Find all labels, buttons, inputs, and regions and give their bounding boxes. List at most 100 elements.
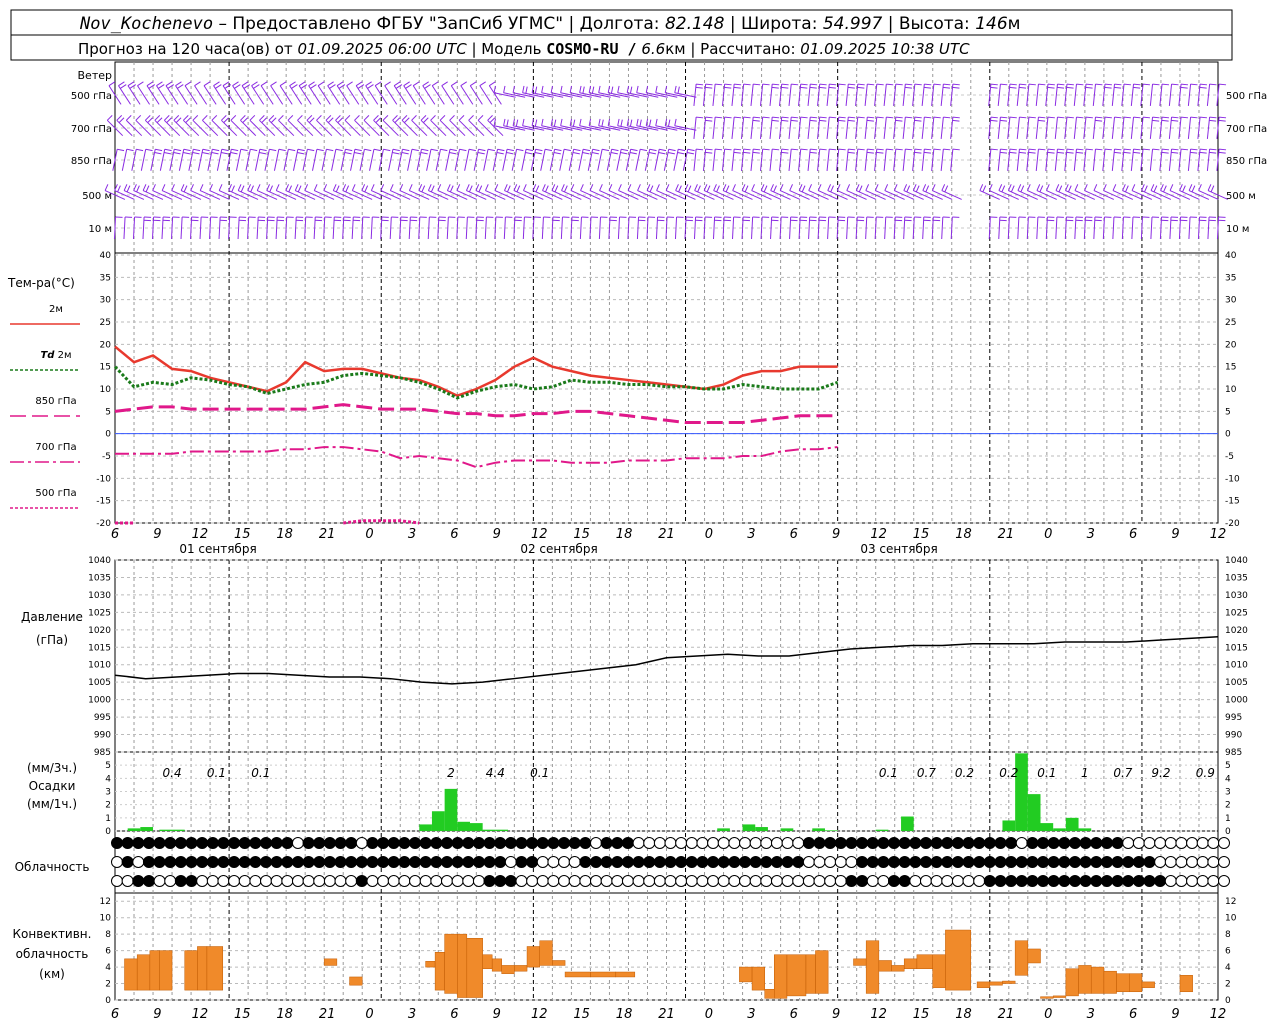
hour-label-bottom: 9: [832, 1007, 840, 1022]
wind-barb-feather: [609, 184, 612, 190]
cloud-cover-circle: [676, 857, 687, 868]
wind-barb-feather: [698, 186, 701, 192]
cloud-cover-circle: [1101, 838, 1112, 849]
cloud-cover-circle: [473, 876, 484, 887]
cloud-cover-symbol: [1112, 876, 1123, 887]
wind-barb-feather: [886, 117, 893, 118]
cloud-cover-symbol: [388, 876, 399, 887]
wind-barb: [685, 184, 705, 199]
wind-barb-feather: [1200, 152, 1207, 153]
cloud-cover-symbol: [516, 838, 527, 849]
cloud-cover-symbol: [282, 857, 293, 868]
cloud-cover-circle: [346, 857, 357, 868]
cloud-cover-circle: [1208, 876, 1219, 887]
convective-cloud-bar: [616, 972, 635, 977]
convective-cloud-bar: [197, 947, 207, 991]
cloud-cover-circle: [186, 838, 197, 849]
wind-barb-feather: [317, 149, 324, 150]
wind-barb-feather: [791, 117, 798, 118]
wind-barb-feather: [345, 149, 352, 150]
cloud-cover-circle: [548, 838, 559, 849]
wind-barb-feather: [628, 184, 631, 190]
hour-label-bottom: 21: [998, 1007, 1015, 1022]
convective-cloud-bar: [426, 961, 436, 967]
wind-barb: [352, 184, 372, 199]
wind-barb-feather: [431, 115, 436, 120]
wind-barb-feather: [162, 184, 165, 190]
wind-barb-feather: [1143, 149, 1150, 150]
cloud-cover-circle: [399, 876, 410, 887]
wind-barb-feather: [1219, 84, 1226, 85]
wind-barb-feather: [1199, 184, 1202, 190]
cloud-cover-circle: [740, 857, 751, 868]
wind-barb-feather: [412, 115, 417, 120]
precip-unit-3h: (мм/3ч.): [27, 761, 77, 775]
wind-barb-feather: [406, 85, 412, 89]
wind-barb-feather: [1105, 87, 1112, 88]
wind-barb-feather: [352, 184, 355, 190]
cloud-cover-symbol: [1197, 876, 1208, 887]
cloud-cover-circle: [1059, 857, 1070, 868]
wind-barb-feather: [1067, 149, 1074, 150]
cloud-cover-symbol: [963, 838, 974, 849]
wind-barb-feather: [896, 84, 903, 85]
hour-label: 3: [1087, 527, 1095, 542]
wind-barb-feather: [1048, 84, 1055, 85]
hour-label-bottom: 21: [319, 1007, 336, 1022]
wind-barb-feather: [829, 117, 836, 118]
wind-barb-feather: [523, 86, 524, 93]
wind-barb-feather: [385, 82, 391, 86]
wind-barb-feather: [1000, 84, 1007, 85]
wind-barb-feather: [1010, 87, 1017, 88]
wind-barb-feather: [533, 184, 536, 190]
wind-barb: [1104, 184, 1124, 199]
hour-label: 21: [658, 527, 675, 542]
wind-barb-staff: [828, 217, 829, 239]
wind-barb-feather: [781, 152, 788, 153]
wind-barb-feather: [717, 186, 720, 192]
wind-barb-feather: [244, 85, 250, 89]
cloud-cover-symbol: [505, 857, 516, 868]
wind-barb-feather: [271, 82, 277, 86]
wind-barb-feather: [432, 82, 438, 86]
cloud-cover-symbol: [175, 857, 186, 868]
cloud-cover-circle: [590, 857, 601, 868]
wind-barb-feather: [915, 149, 922, 150]
wind-barb: [438, 184, 458, 199]
wind-barb-feather: [1191, 117, 1198, 118]
pressure-title: Давление: [21, 610, 83, 624]
wind-barb-feather: [466, 184, 469, 190]
wind-barb-feather: [858, 149, 865, 150]
wind-barb-feather: [1114, 87, 1121, 88]
wind-barb-feather: [561, 86, 562, 93]
cloud-cover-circle: [846, 838, 857, 849]
wind-barb-feather: [288, 115, 293, 120]
cloud-cover-symbol: [644, 876, 655, 887]
wind-barb: [1056, 184, 1076, 199]
wind-barb-feather: [134, 184, 137, 190]
wind-barb-feather: [647, 184, 650, 190]
wind-barb-feather: [365, 186, 368, 192]
cloud-cover-circle: [505, 876, 516, 887]
cloud-cover-symbol: [622, 857, 633, 868]
wind-barb: [733, 184, 753, 199]
wind-barb-feather: [362, 184, 365, 190]
wind-barb-feather: [886, 149, 893, 150]
wind-barb-feather: [1010, 84, 1017, 85]
wind-barb-feather: [479, 149, 486, 150]
wind-barb-feather: [126, 115, 131, 120]
wind-barb-staff: [364, 120, 379, 135]
pressure-tick-right: 990: [1225, 731, 1242, 741]
wind-barb-feather: [574, 149, 581, 150]
cloud-cover-symbol: [112, 838, 123, 849]
wind-barb: [818, 184, 838, 199]
wind-barb: [447, 184, 467, 199]
wind-barb: [1161, 184, 1181, 199]
wind-barb-feather: [983, 186, 986, 192]
wind-barb-feather: [856, 184, 859, 190]
wind-barb: [1075, 184, 1095, 199]
cloud-cover-symbol: [1123, 838, 1134, 849]
cloud-cover-symbol: [1219, 857, 1230, 868]
wind-barb-feather: [1113, 184, 1116, 190]
cloud-cover-circle: [133, 857, 144, 868]
